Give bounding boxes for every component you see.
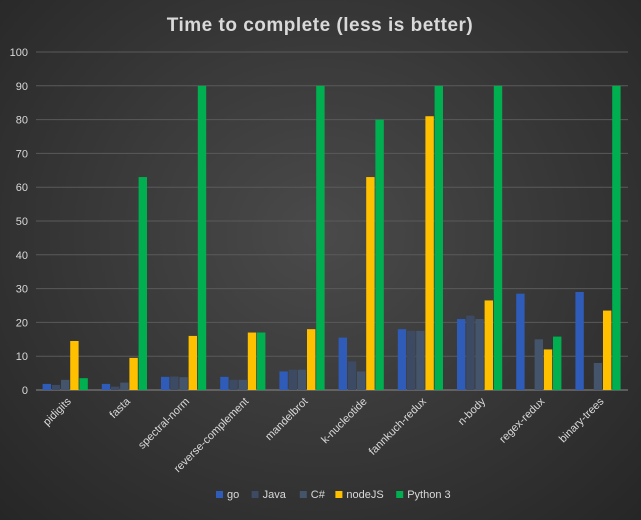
bar-go-fannkuch-redux xyxy=(397,329,407,390)
x-tick-label: k-nucleotide xyxy=(319,396,369,446)
bar-python-3-fannkuch-redux xyxy=(434,85,443,391)
y-tick-label: 10 xyxy=(16,351,28,363)
bar-java-fasta xyxy=(111,386,120,390)
legend-swatch xyxy=(396,491,404,498)
legend-swatch xyxy=(216,491,223,498)
legend-label: nodeJS xyxy=(346,489,383,501)
bar-python-3-mandelbrot xyxy=(316,85,325,391)
bar-java-fannkuch-redux xyxy=(407,330,416,390)
legend-swatch xyxy=(299,491,307,498)
bar-python-3-n-body xyxy=(493,85,503,391)
bar-c#-fasta xyxy=(120,382,129,390)
bar-java-n-body xyxy=(466,315,475,390)
x-tick-label: pidigits xyxy=(41,395,74,428)
bar-go-fasta xyxy=(101,383,111,390)
legend-label: go xyxy=(227,489,239,501)
y-tick-label: 80 xyxy=(16,115,28,127)
bar-c#-n-body xyxy=(475,319,484,390)
legend-swatch xyxy=(335,491,343,498)
bar-nodejs-n-body xyxy=(484,300,493,390)
x-tick-label: fasta xyxy=(108,395,134,421)
bar-python-3-binary-trees xyxy=(612,85,621,391)
bar-c#-mandelbrot xyxy=(297,369,307,390)
x-tick-label: binary-trees xyxy=(557,395,607,445)
bar-python-3-k-nucleotide xyxy=(375,119,384,390)
bar-go-binary-trees xyxy=(575,291,584,390)
bar-go-n-body xyxy=(457,319,466,390)
bar-nodejs-mandelbrot xyxy=(307,329,316,390)
y-tick-label: 70 xyxy=(16,148,28,160)
x-tick-label: fannkuch-redux xyxy=(367,395,429,457)
y-tick-label: 20 xyxy=(16,317,28,329)
bar-c#-reverse-complement xyxy=(238,379,247,390)
bar-nodejs-fannkuch-redux xyxy=(425,116,434,390)
y-tick-label: 30 xyxy=(16,284,28,296)
y-tick-label: 90 xyxy=(16,81,28,93)
legend-label: C# xyxy=(311,489,326,501)
bar-java-spectral-norm xyxy=(170,376,179,390)
bar-nodejs-regex-redux xyxy=(543,349,553,390)
bar-go-mandelbrot xyxy=(279,371,288,390)
bar-python-3-reverse-complement xyxy=(257,332,266,390)
bar-java-mandelbrot xyxy=(288,369,297,390)
bar-nodejs-fasta xyxy=(129,357,138,390)
bar-nodejs-pidigits xyxy=(70,340,79,390)
bar-c#-regex-redux xyxy=(534,339,543,390)
x-tick-label: spectral-norm xyxy=(136,396,192,452)
bar-nodejs-spectral-norm xyxy=(188,335,197,390)
y-tick-label: 0 xyxy=(22,385,28,397)
bar-c#-pidigits xyxy=(61,379,70,390)
bar-c#-fannkuch-redux xyxy=(416,330,425,390)
gridlines xyxy=(36,51,628,391)
legend-label: Python 3 xyxy=(407,489,450,501)
bar-c#-binary-trees xyxy=(593,362,603,390)
bar-python-3-regex-redux xyxy=(553,336,562,390)
legend-swatch xyxy=(251,491,259,498)
bar-java-k-nucleotide xyxy=(347,361,357,390)
y-axis-ticks: 0 10 20 30 40 50 60 70 80 90 100 xyxy=(10,47,28,397)
y-tick-label: 60 xyxy=(16,182,28,194)
y-tick-label: 50 xyxy=(16,216,28,228)
bar-java-reverse-complement xyxy=(229,379,238,390)
x-tick-label: mandelbrot xyxy=(263,396,310,443)
legend-label: Java xyxy=(263,489,287,501)
bar-python-3-fasta xyxy=(138,177,147,390)
bar-go-regex-redux xyxy=(516,293,525,390)
bar-python-3-spectral-norm xyxy=(197,85,207,391)
bar-c#-k-nucleotide xyxy=(357,371,366,390)
bar-nodejs-k-nucleotide xyxy=(366,177,375,390)
y-tick-label: 100 xyxy=(10,47,28,59)
bar-go-pidigits xyxy=(42,383,51,390)
x-axis-labels: pidigits fasta spectral-normreverse-comple… xyxy=(41,395,607,475)
bar-go-spectral-norm xyxy=(161,376,170,390)
bars xyxy=(42,85,621,391)
bar-go-reverse-complement xyxy=(220,376,229,390)
bar-python-3-pidigits xyxy=(79,378,88,390)
legend: go Java C# nodeJS Python 3 xyxy=(216,489,451,501)
x-tick-label: regex-redux xyxy=(497,395,547,445)
bar-java-pidigits xyxy=(51,384,61,390)
bar-nodejs-reverse-complement xyxy=(247,332,257,390)
y-tick-label: 40 xyxy=(16,250,28,262)
bar-c#-spectral-norm xyxy=(179,377,188,390)
bar-nodejs-binary-trees xyxy=(603,310,612,390)
chart-title: Time to complete (less is better) xyxy=(167,15,474,36)
bar-go-k-nucleotide xyxy=(338,337,347,390)
x-tick-label: n-body xyxy=(456,395,489,428)
